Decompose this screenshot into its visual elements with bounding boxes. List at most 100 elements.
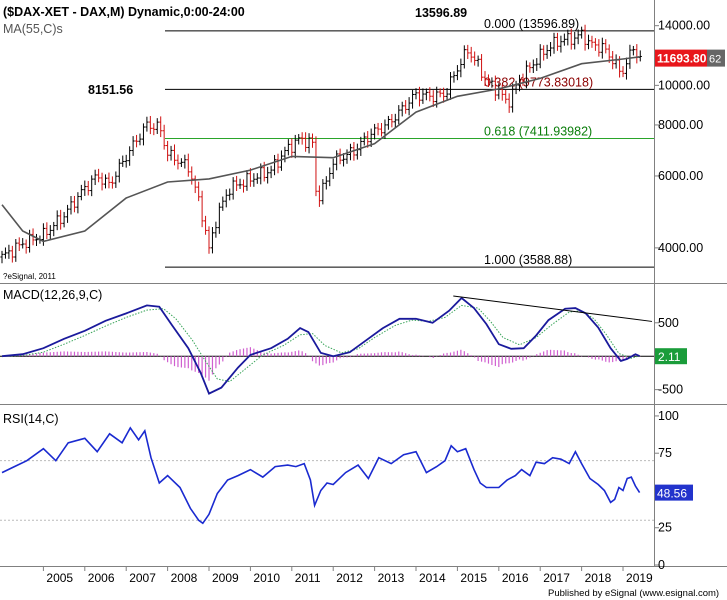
price-bar — [283, 146, 287, 163]
price-bar — [97, 168, 101, 183]
macd-axis: 500 -500 — [654, 316, 683, 397]
price-bar — [266, 166, 270, 184]
price-bar — [466, 44, 470, 59]
price-bar — [573, 31, 577, 50]
price-bar — [166, 140, 170, 162]
chart-title: ($DAX-XET - DAX,M) Dynamic,0:00-24:00 — [3, 5, 245, 19]
rsi-line — [1, 426, 641, 525]
price-bar — [145, 116, 149, 132]
ma-55-line — [1, 56, 640, 243]
price-bar — [304, 132, 308, 152]
price-bar — [190, 166, 194, 185]
price-bar — [576, 29, 580, 45]
price-bar — [45, 222, 49, 240]
price-bar — [559, 35, 563, 53]
price-bar — [469, 46, 473, 63]
price-tick-label: 14000.00 — [658, 19, 710, 33]
year-tick-label: 2007 — [129, 571, 156, 585]
price-bar — [290, 138, 294, 158]
price-bar — [359, 136, 363, 156]
price-bar — [24, 239, 28, 254]
price-tick-label: 4000.00 — [658, 241, 703, 255]
price-bar — [448, 72, 453, 100]
price-bar — [442, 87, 446, 103]
price-bar — [76, 192, 80, 214]
price-bar — [252, 173, 256, 187]
macd-trendline — [453, 295, 653, 322]
price-bar — [3, 247, 8, 259]
price-bar — [241, 179, 246, 193]
price-bar — [331, 158, 335, 179]
price-bar — [400, 101, 404, 117]
price-bar — [235, 175, 239, 192]
macd-badge-bg — [655, 348, 687, 365]
price-tick-label: 8000.00 — [658, 118, 703, 132]
price-bar — [483, 71, 487, 86]
price-bar — [507, 93, 511, 113]
price-bar — [193, 175, 197, 194]
price-bar — [621, 66, 625, 78]
price-bar — [628, 44, 632, 69]
price-bar — [138, 133, 142, 146]
price-bar — [48, 225, 52, 241]
price-bar — [107, 172, 111, 189]
peak-2007-annotation: 8151.56 — [88, 83, 133, 97]
price-bar — [531, 59, 535, 73]
price-bar — [228, 188, 232, 201]
copyright-text: ?eSignal, 2011 — [3, 272, 56, 281]
price-bar — [597, 39, 601, 57]
price-bar — [110, 176, 115, 189]
price-bar — [476, 55, 480, 67]
price-bar — [141, 123, 146, 146]
price-tick-label: 10000.00 — [658, 78, 710, 92]
price-bar — [552, 32, 556, 54]
price-bar — [504, 89, 508, 104]
price-bar — [566, 29, 570, 46]
price-bar — [124, 154, 128, 168]
price-bar — [580, 26, 584, 39]
price-bar — [231, 177, 235, 200]
price-bar — [428, 87, 432, 102]
price-bar — [310, 133, 315, 148]
price-bar — [300, 132, 304, 145]
price-bar — [179, 158, 184, 168]
year-tick-label: 2014 — [419, 571, 446, 585]
price-bar — [328, 167, 332, 187]
price-bar — [307, 133, 311, 154]
rsi-tick-label: 25 — [658, 521, 672, 535]
price-bar — [386, 115, 391, 130]
rsi-tick-label: 0 — [658, 558, 665, 572]
price-bar — [10, 245, 14, 263]
fib-label-382: 0.382 (9773.83018) — [484, 75, 593, 89]
price-bar — [221, 196, 225, 211]
price-badge-bg — [655, 49, 707, 67]
price-bar — [369, 128, 373, 147]
price-bar — [511, 83, 515, 113]
price-bar — [197, 181, 201, 202]
price-bar — [183, 154, 187, 169]
price-bar — [21, 238, 25, 249]
price-bar — [414, 88, 418, 100]
price-bar — [548, 42, 553, 57]
price-bar — [297, 134, 301, 145]
price-badge-value: 11693.80 — [657, 52, 707, 66]
price-bar — [407, 97, 411, 116]
price-bar — [59, 209, 63, 230]
macd-tick-label: -500 — [658, 383, 683, 397]
year-axis: 2005 2006 2007 2008 2009 2010 2011 2012 2013 2014… — [42, 566, 653, 585]
year-tick-label: 2018 — [585, 571, 612, 585]
macd-title: MACD(12,26,9,C) — [3, 288, 102, 302]
price-bar — [393, 113, 397, 128]
price-bar — [17, 237, 21, 251]
price-bar — [452, 71, 456, 83]
fib-label-618: 0.618 (7411.93982) — [484, 124, 592, 138]
price-bar — [83, 180, 87, 196]
price-bar — [217, 202, 221, 234]
price-bar — [90, 175, 94, 197]
price-bar — [169, 145, 173, 161]
price-bar — [72, 195, 77, 213]
price-bar — [7, 244, 11, 259]
price-bar — [0, 250, 4, 264]
ma-label: MA(55,C)s — [3, 22, 63, 36]
